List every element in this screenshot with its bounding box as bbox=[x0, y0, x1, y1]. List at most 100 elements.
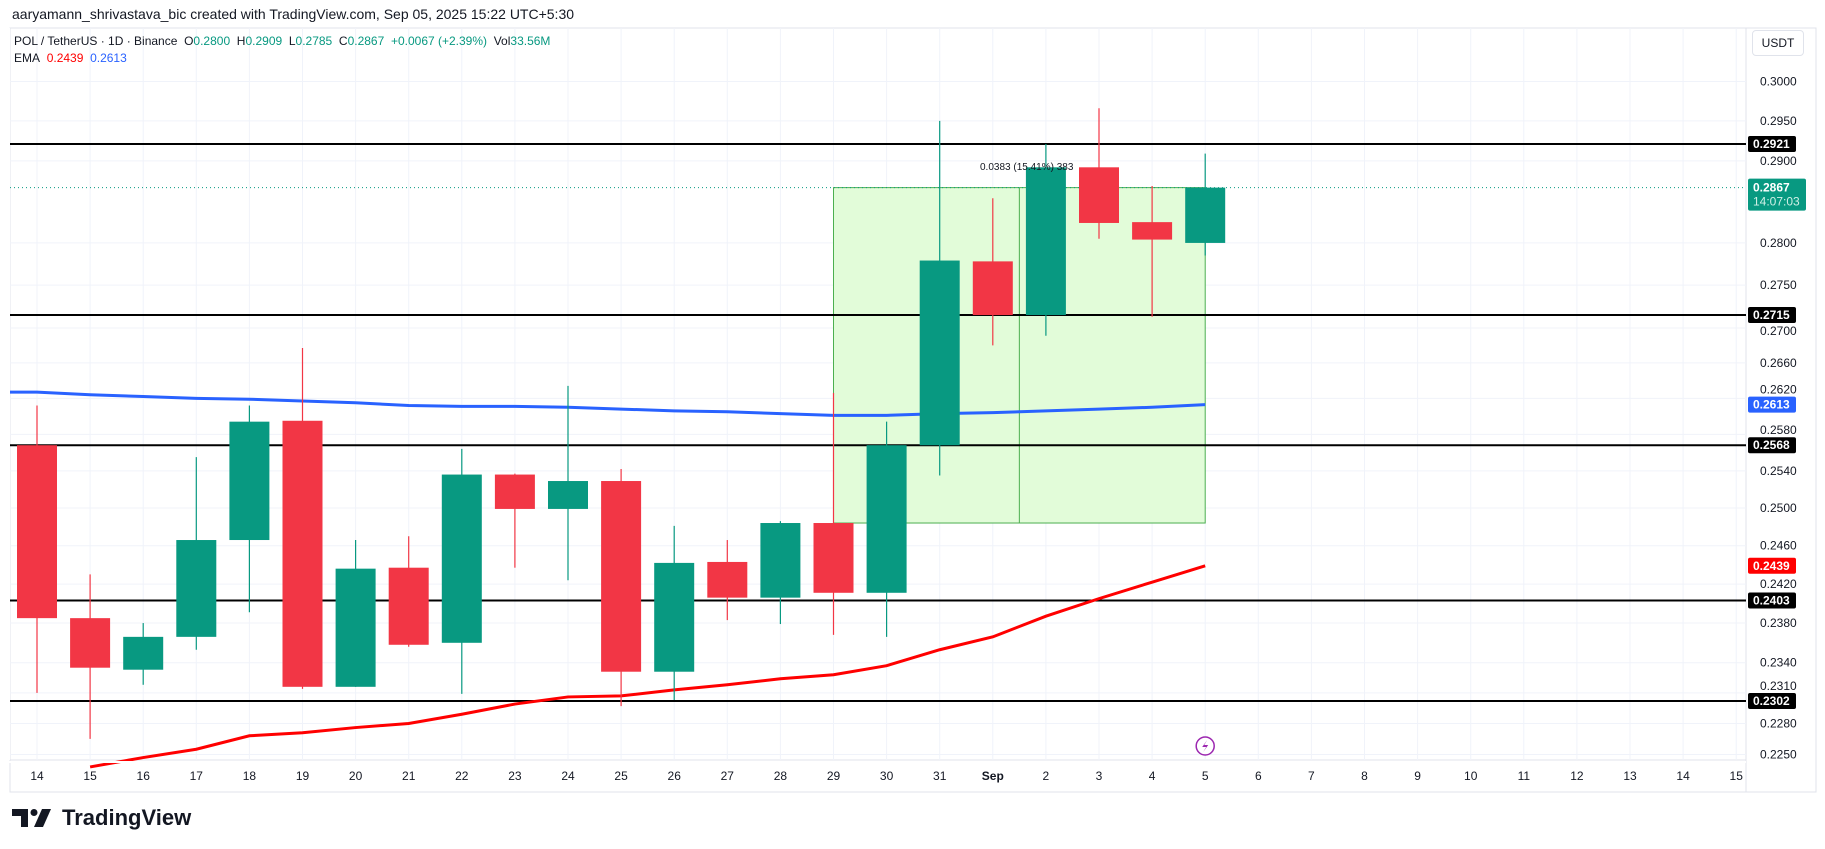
candle-body bbox=[388, 567, 429, 645]
candle-body bbox=[335, 568, 376, 687]
change-value: +0.0067 (+2.39%) bbox=[390, 34, 488, 48]
high-value: 0.2909 bbox=[245, 34, 283, 48]
level-price-label-bg bbox=[1748, 437, 1796, 454]
ema-legend[interactable]: EMA 0.2439 0.2613 bbox=[14, 51, 127, 65]
volume-value: 33.56M bbox=[510, 34, 551, 48]
ema-slow-line bbox=[10, 390, 1206, 417]
y-tick-label: 0.3000 bbox=[1760, 75, 1797, 89]
x-tick-label: 26 bbox=[668, 769, 682, 783]
level-price-label: 0.2403 bbox=[1753, 594, 1790, 608]
currency-unit-button[interactable]: USDT bbox=[1752, 30, 1804, 56]
x-tick-label: 15 bbox=[83, 769, 97, 783]
tradingview-logo-icon bbox=[12, 809, 51, 827]
brand-name: TradingView bbox=[62, 805, 192, 830]
x-tick-label: 16 bbox=[137, 769, 151, 783]
symbol-legend: POL / TetherUS · 1D · Binance O0.2800 H0… bbox=[14, 34, 550, 48]
candle-body bbox=[282, 420, 323, 687]
y-tick-label: 0.2250 bbox=[1760, 747, 1797, 761]
candle-body bbox=[972, 261, 1013, 316]
plot-bottom-mask bbox=[0, 761, 1746, 763]
measure-label: 0.0383 (15.41%) 383 bbox=[980, 162, 1074, 173]
candle-body bbox=[866, 445, 907, 593]
x-tick-label: 2 bbox=[1043, 769, 1050, 783]
x-tick-label: 11 bbox=[1518, 769, 1531, 783]
level-price-label-bg bbox=[1748, 592, 1796, 609]
time-axis bbox=[9, 759, 1747, 793]
level-price-label-bg bbox=[1748, 135, 1796, 152]
x-tick-label: 25 bbox=[614, 769, 628, 783]
y-tick-label: 0.2750 bbox=[1760, 278, 1797, 292]
countdown-label: 14:07:03 bbox=[1753, 195, 1800, 209]
x-tick-label: 28 bbox=[774, 769, 788, 783]
ema-fast-line bbox=[89, 564, 1206, 769]
x-tick-label: 14 bbox=[30, 769, 44, 783]
y-tick-label: 0.2580 bbox=[1760, 423, 1797, 437]
candle-body bbox=[441, 474, 482, 643]
lightning-icon-glyph bbox=[1202, 740, 1209, 752]
candle-body bbox=[494, 474, 535, 509]
x-tick-label: 24 bbox=[561, 769, 575, 783]
level-price-label: 0.2568 bbox=[1753, 438, 1790, 452]
ema-slow-price-label: 0.2613 bbox=[1753, 398, 1790, 412]
candle-body bbox=[1079, 167, 1119, 223]
y-tick-label: 0.2340 bbox=[1760, 656, 1797, 670]
x-tick-label: 5 bbox=[1202, 769, 1209, 783]
candle-body bbox=[1132, 222, 1173, 240]
x-tick-label: 29 bbox=[827, 769, 841, 783]
last-price-label: 0.2867 bbox=[1753, 181, 1790, 195]
y-tick-label: 0.2460 bbox=[1760, 539, 1797, 553]
plot-left-mask bbox=[0, 28, 10, 760]
x-tick-label: 31 bbox=[933, 769, 947, 783]
x-tick-label: 22 bbox=[455, 769, 469, 783]
candle-body bbox=[707, 561, 748, 598]
open-value: 0.2800 bbox=[193, 34, 231, 48]
close-value: 0.2867 bbox=[347, 34, 385, 48]
ema-slow-price-label-bg bbox=[1748, 396, 1796, 413]
y-tick-label: 0.2800 bbox=[1760, 236, 1797, 250]
chart-credit: aaryamann_shrivastava_bic created with T… bbox=[12, 6, 575, 22]
candle-body bbox=[123, 636, 164, 670]
last-price-tag bbox=[1748, 178, 1806, 211]
x-tick-label: 18 bbox=[243, 769, 257, 783]
y-tick-label: 0.2700 bbox=[1760, 324, 1797, 338]
x-tick-label: 12 bbox=[1570, 769, 1584, 783]
x-tick-label: 27 bbox=[721, 769, 735, 783]
candle-body bbox=[1025, 167, 1066, 316]
x-tick-label: 13 bbox=[1623, 769, 1637, 783]
high-label: H bbox=[236, 34, 246, 48]
candle-body bbox=[548, 481, 588, 509]
y-tick-label: 0.2900 bbox=[1760, 154, 1797, 168]
y-tick-label: 0.2500 bbox=[1760, 501, 1797, 515]
low-value: 0.2785 bbox=[295, 34, 333, 48]
y-tick-label: 0.2660 bbox=[1760, 356, 1797, 370]
candle-body bbox=[176, 540, 217, 637]
symbol-name[interactable]: POL / TetherUS · 1D · Binance bbox=[14, 34, 178, 48]
x-tick-label: 4 bbox=[1149, 769, 1156, 783]
y-tick-label: 0.2950 bbox=[1760, 114, 1797, 128]
x-tick-label: 23 bbox=[508, 769, 522, 783]
candle-body bbox=[17, 445, 57, 619]
ema-fast-price-label-bg bbox=[1748, 557, 1796, 574]
level-price-label-bg bbox=[1748, 692, 1796, 709]
ema-label: EMA bbox=[14, 51, 41, 65]
x-tick-label: 9 bbox=[1414, 769, 1421, 783]
candle-body bbox=[229, 421, 270, 541]
tradingview-logo[interactable]: TradingView bbox=[12, 805, 191, 831]
x-tick-label: Sep bbox=[982, 769, 1004, 783]
candle-body bbox=[601, 481, 642, 672]
x-tick-label: 10 bbox=[1464, 769, 1478, 783]
x-tick-label: 6 bbox=[1255, 769, 1262, 783]
level-price-label: 0.2921 bbox=[1753, 137, 1790, 151]
candle-body bbox=[654, 562, 695, 672]
y-tick-label: 0.2540 bbox=[1760, 464, 1797, 478]
x-tick-label: 30 bbox=[880, 769, 894, 783]
candle-body bbox=[813, 523, 854, 593]
x-tick-label: 7 bbox=[1308, 769, 1315, 783]
candle-body bbox=[760, 523, 801, 598]
x-tick-label: 15 bbox=[1730, 769, 1744, 783]
y-tick-label: 0.2280 bbox=[1760, 716, 1797, 730]
y-tick-label: 0.2380 bbox=[1760, 616, 1797, 630]
y-tick-label: 0.2620 bbox=[1760, 383, 1797, 397]
x-tick-label: 8 bbox=[1361, 769, 1368, 783]
